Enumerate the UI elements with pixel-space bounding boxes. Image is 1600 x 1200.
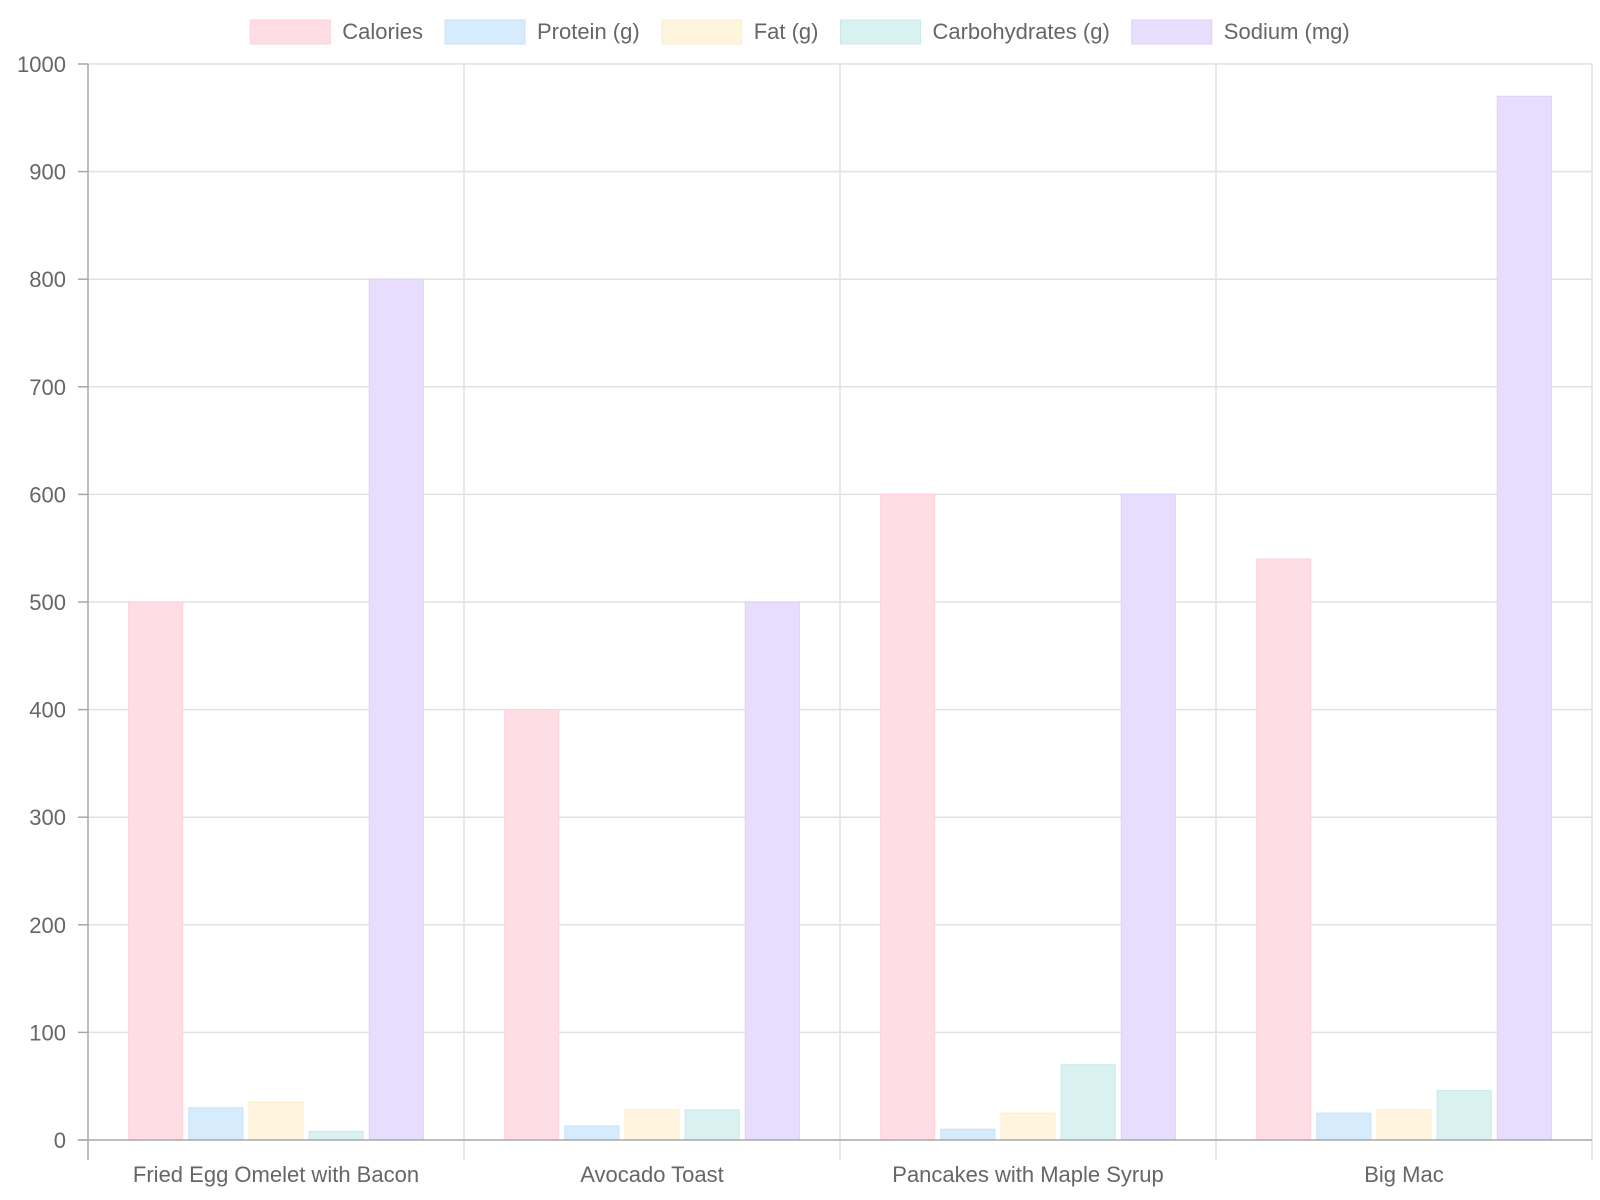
bar-calories-big-mac — [1256, 558, 1312, 1141]
bar-fat-g-big-mac — [1376, 1109, 1432, 1141]
bar-carbohydrates-g-pancakes-with-maple-syrup — [1060, 1064, 1116, 1141]
legend-item-fat-g[interactable]: Fat (g) — [661, 19, 819, 45]
bar-calories-fried-egg-omelet-with-bacon — [128, 601, 184, 1141]
bar-protein-g-big-mac — [1316, 1112, 1372, 1141]
legend: Calories Protein (g) Fat (g) Carbohydrates … — [249, 19, 1350, 45]
bar-protein-g-fried-egg-omelet-with-bacon — [188, 1107, 244, 1141]
y-tick-label: 600 — [29, 482, 66, 507]
legend-item-sodium-mg[interactable]: Sodium (mg) — [1131, 19, 1350, 45]
legend-swatch — [839, 19, 921, 45]
y-tick-label: 0 — [54, 1128, 66, 1153]
x-tick-label-fried-egg-omelet-with-bacon: Fried Egg Omelet with Bacon — [133, 1162, 419, 1187]
y-tick-label: 1000 — [17, 52, 66, 77]
y-tick-label: 200 — [29, 913, 66, 938]
x-tick-label-avocado-toast: Avocado Toast — [580, 1162, 724, 1187]
axes — [78, 64, 1592, 1160]
legend-item-calories[interactable]: Calories — [249, 19, 423, 45]
bars — [128, 95, 1552, 1141]
y-axis-ticks: 0 100 200 300 400 500 600 700 800 900 1000 — [17, 52, 88, 1153]
y-tick-label: 500 — [29, 590, 66, 615]
legend-label: Calories — [342, 19, 423, 44]
x-tick-label-big-mac: Big Mac — [1364, 1162, 1443, 1187]
y-tick-label: 900 — [29, 160, 66, 185]
y-tick-label: 800 — [29, 267, 66, 292]
legend-label: Sodium (mg) — [1224, 19, 1350, 44]
legend-swatch — [1131, 19, 1213, 45]
legend-item-protein-g[interactable]: Protein (g) — [444, 19, 640, 45]
bar-sodium-mg-avocado-toast — [744, 601, 800, 1141]
bar-calories-pancakes-with-maple-syrup — [880, 493, 936, 1141]
legend-label: Fat (g) — [754, 19, 819, 44]
bar-carbohydrates-g-fried-egg-omelet-with-bacon — [308, 1130, 364, 1141]
bar-protein-g-pancakes-with-maple-syrup — [940, 1128, 996, 1141]
y-tick-label: 100 — [29, 1020, 66, 1045]
legend-swatch — [444, 19, 526, 45]
bar-carbohydrates-g-avocado-toast — [684, 1109, 740, 1141]
x-tick-label-pancakes-with-maple-syrup: Pancakes with Maple Syrup — [892, 1162, 1163, 1187]
legend-label: Protein (g) — [537, 19, 640, 44]
legend-item-carbohydrates-g[interactable]: Carbohydrates (g) — [839, 19, 1110, 45]
x-axis-ticks: Fried Egg Omelet with Bacon Avocado Toast… — [133, 1162, 1444, 1187]
bar-protein-g-avocado-toast — [564, 1125, 620, 1141]
bar-fat-g-pancakes-with-maple-syrup — [1000, 1112, 1056, 1141]
legend-swatch — [249, 19, 331, 45]
legend-label: Carbohydrates (g) — [932, 19, 1109, 44]
y-tick-label: 700 — [29, 375, 66, 400]
bar-fat-g-fried-egg-omelet-with-bacon — [248, 1101, 304, 1141]
bar-fat-g-avocado-toast — [624, 1109, 680, 1141]
bar-sodium-mg-fried-egg-omelet-with-bacon — [368, 278, 424, 1141]
bar-sodium-mg-pancakes-with-maple-syrup — [1120, 493, 1176, 1141]
bar-sodium-mg-big-mac — [1496, 95, 1552, 1141]
legend-swatch — [661, 19, 743, 45]
y-tick-label: 400 — [29, 698, 66, 723]
grid-lines — [88, 63, 1593, 1160]
bar-calories-avocado-toast — [504, 709, 560, 1141]
bar-carbohydrates-g-big-mac — [1436, 1090, 1492, 1141]
y-tick-label: 300 — [29, 805, 66, 830]
